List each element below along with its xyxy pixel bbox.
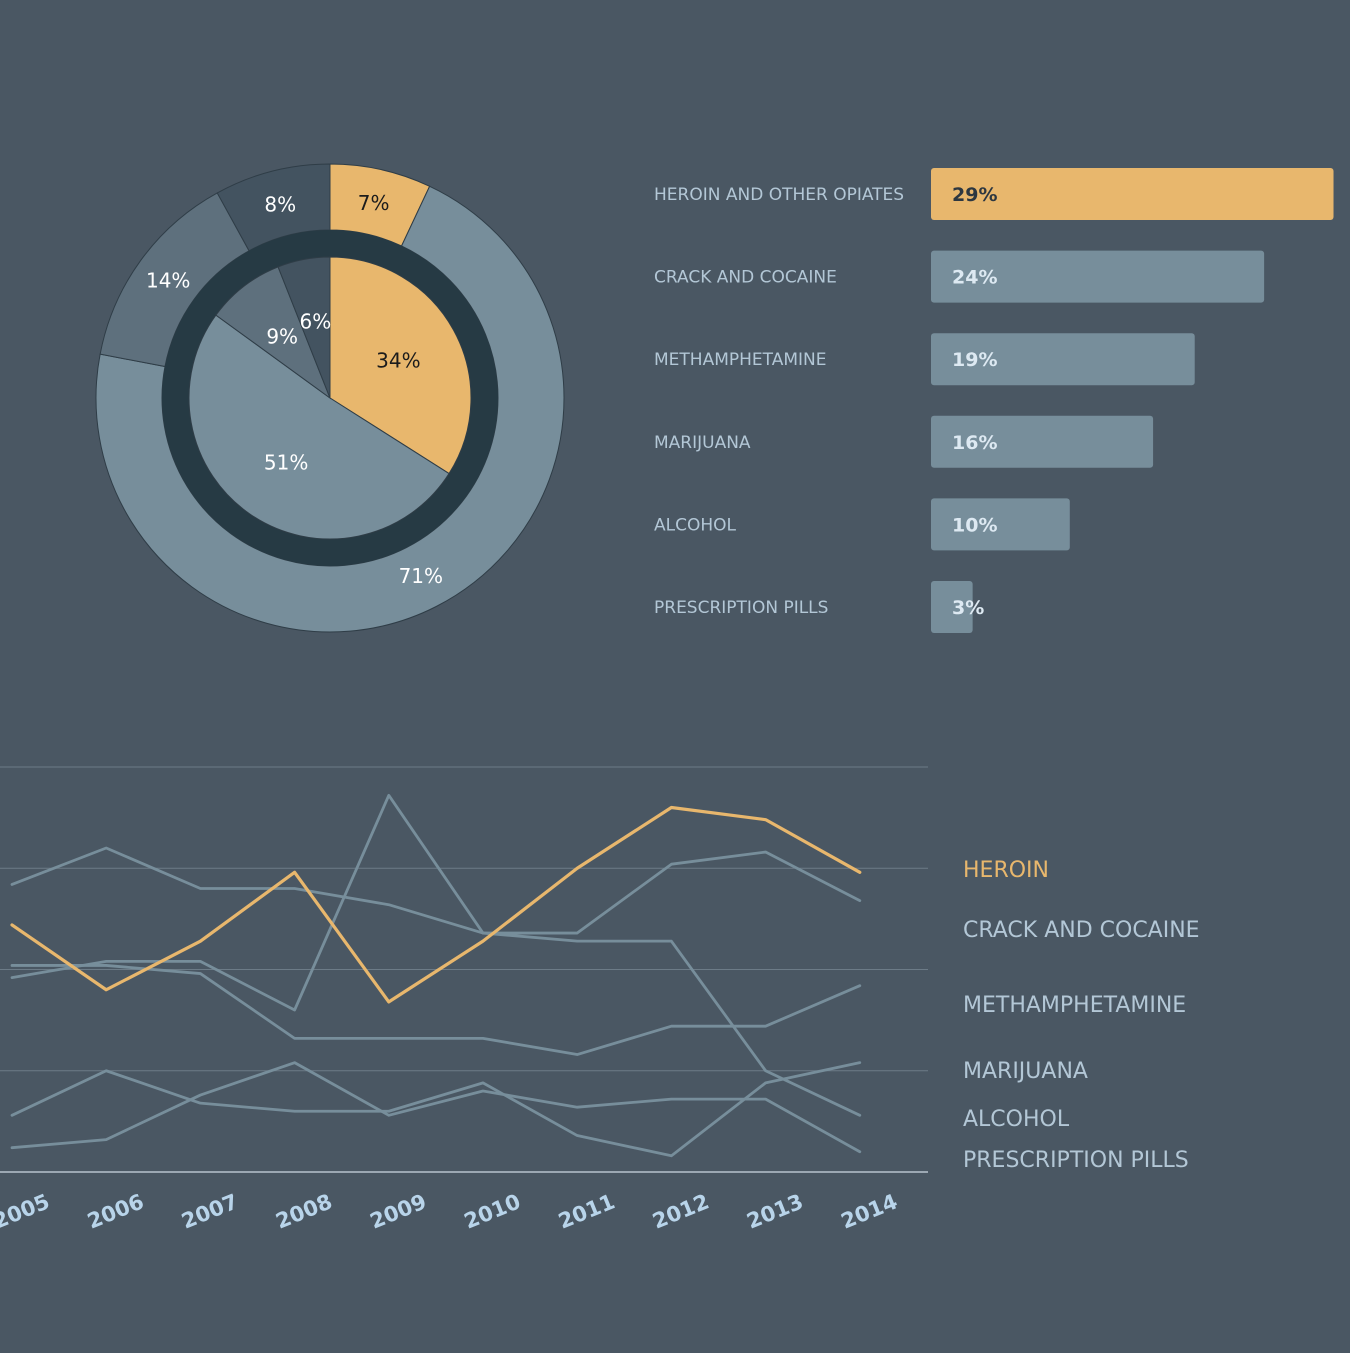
legend-entry-2: METHAMPHETAMINE — [963, 993, 1186, 1018]
bar-category-label-3: MARIJUANA — [654, 433, 751, 453]
bar-value-label-2: 19% — [952, 349, 997, 371]
series-line-0 — [10, 805, 862, 1004]
x-tick-label-6: 2011 — [555, 1189, 618, 1233]
inner-pie-slice-0 — [329, 256, 472, 475]
bar-category-label-5: PRESCRIPTION PILLS — [654, 598, 828, 618]
line-chart: 2005 2006 2007 2008 2009 2010 2011 2012 2013 2014… — [0, 766, 1200, 1234]
outer-ring-slice-label-3: 8% — [264, 192, 296, 216]
x-tick-label-1: 2006 — [84, 1189, 147, 1233]
bar-0 — [931, 168, 1334, 220]
legend-entry-5: PRESCRIPTION PILLS — [963, 1148, 1189, 1173]
x-tick-label-2: 2007 — [178, 1189, 241, 1233]
bar-category-label-2: METHAMPHETAMINE — [654, 350, 826, 370]
inner-pie-slice-1 — [188, 314, 450, 540]
x-tick-label-5: 2010 — [461, 1189, 524, 1233]
inner-pie-slice-label-2: 9% — [266, 324, 298, 348]
series-line-4 — [10, 1061, 862, 1158]
x-tick-label-7: 2012 — [649, 1189, 712, 1233]
legend-entry-1: CRACK AND COCAINE — [963, 918, 1200, 943]
inner-pie-slice-label-0: 34% — [376, 348, 420, 372]
outer-ring-slice-label-1: 71% — [399, 564, 443, 588]
x-tick-label-0: 2005 — [0, 1189, 53, 1233]
legend-entry-4: ALCOHOL — [963, 1107, 1070, 1132]
donut-chart: 7% 71% 14% 8% 34% 51% 9%6% — [95, 163, 565, 633]
inner-pie-slice-2 — [215, 266, 332, 400]
series-line-1 — [10, 793, 862, 1012]
bar-category-label-0: HEROIN AND OTHER OPIATES — [654, 185, 904, 205]
bar-2 — [931, 333, 1195, 386]
bar-1 — [931, 250, 1265, 303]
series-line-2 — [10, 846, 862, 1117]
bar-value-label-0: 29% — [952, 184, 997, 206]
inner-pie-slice-label-1: 51% — [264, 451, 308, 475]
bar-4 — [931, 498, 1070, 551]
legend-entry-3: MARIJUANA — [963, 1059, 1088, 1084]
bar-value-label-4: 10% — [952, 514, 997, 536]
bar-5 — [931, 581, 973, 633]
legend-entry-0: HEROIN — [963, 858, 1049, 883]
bar-3 — [931, 415, 1154, 468]
x-tick-label-3: 2008 — [272, 1189, 335, 1233]
outer-ring-slice-label-0: 7% — [358, 191, 390, 215]
series-line-3 — [10, 964, 862, 1056]
inner-pie-slice-3 — [277, 256, 331, 399]
outer-ring-slice-3 — [216, 163, 331, 252]
bar-chart: HEROIN AND OTHER OPIATES 29% CRACK AND COC… — [654, 168, 1334, 633]
x-tick-label-9: 2014 — [838, 1189, 901, 1233]
x-tick-label-8: 2013 — [743, 1189, 806, 1233]
series-line-5 — [10, 1061, 862, 1154]
inner-pie-slice-label-3: 6% — [300, 309, 332, 333]
bar-value-label-3: 16% — [952, 432, 997, 454]
bar-value-label-5: 3% — [952, 597, 984, 619]
outer-ring-slice-label-2: 14% — [146, 268, 190, 292]
bar-value-label-1: 24% — [952, 267, 997, 289]
x-tick-label-4: 2009 — [367, 1189, 430, 1233]
bar-category-label-1: CRACK AND COCAINE — [654, 268, 837, 288]
bar-category-label-4: ALCOHOL — [654, 515, 737, 535]
